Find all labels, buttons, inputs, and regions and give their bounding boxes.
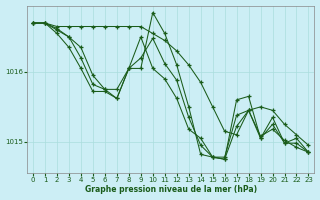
X-axis label: Graphe pression niveau de la mer (hPa): Graphe pression niveau de la mer (hPa) bbox=[85, 185, 257, 194]
